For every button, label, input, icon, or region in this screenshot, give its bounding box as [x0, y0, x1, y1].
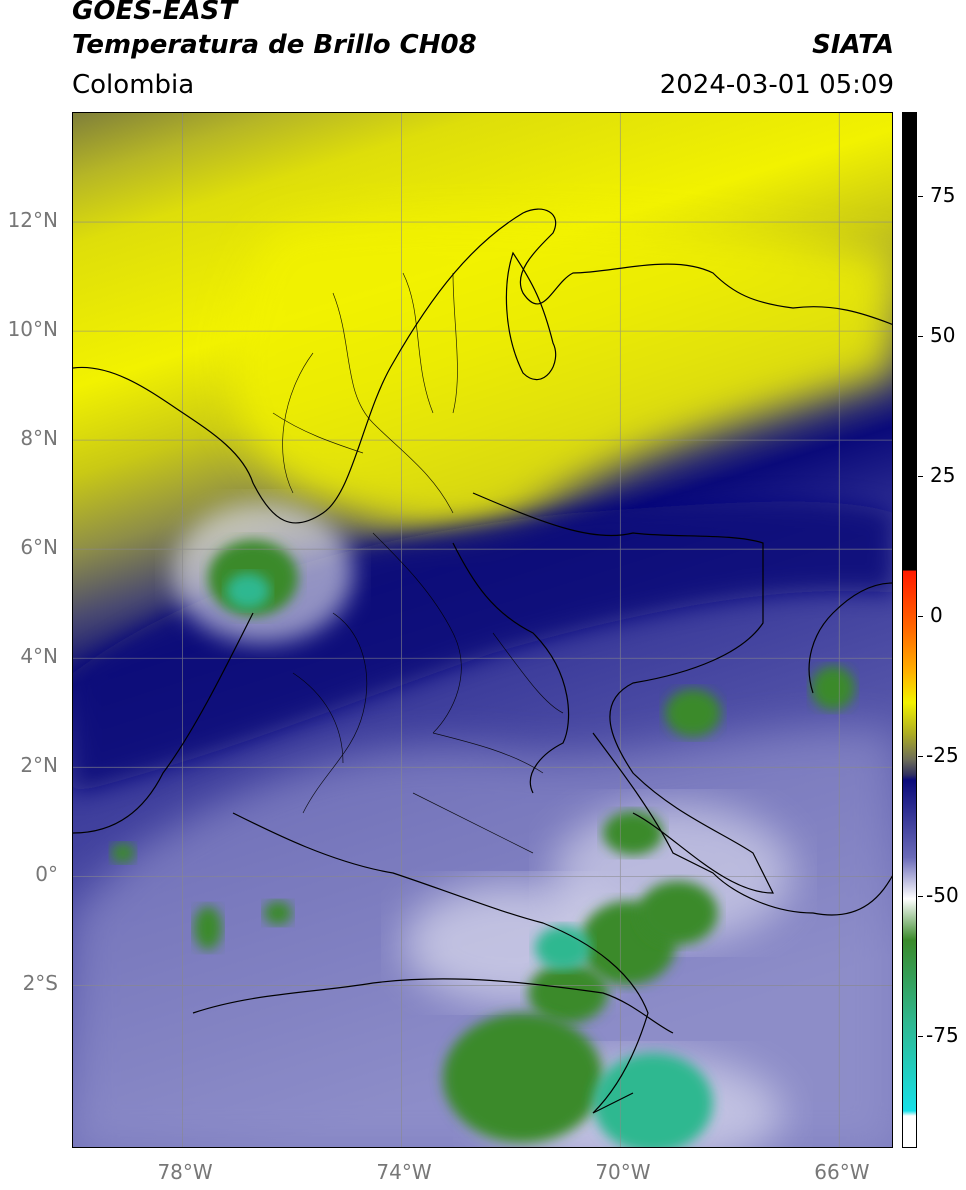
lat-tick-label: 10°N: [7, 317, 58, 342]
colorbar-canvas: [903, 113, 916, 1147]
title-line2: Temperatura de Brillo CH08: [72, 30, 477, 60]
lon-tick-label: 74°W: [376, 1160, 432, 1184]
warm-band: [229, 215, 892, 536]
colorbar: [902, 112, 917, 1148]
colorbar-tick-label: 0: [930, 603, 943, 627]
lon-tick-label: 66°W: [814, 1160, 870, 1184]
colorbar-tick-label: 50: [930, 323, 956, 347]
lon-tick-label: 70°W: [595, 1160, 651, 1184]
colorbar-tick-label: 25: [930, 463, 956, 487]
satellite-map: [72, 112, 893, 1148]
lat-tick-label: 12°N: [7, 208, 58, 233]
state-borders: [272, 272, 564, 854]
lat-tick-label: 8°N: [20, 426, 58, 451]
country-borders: [73, 208, 892, 1114]
source-label: SIATA: [812, 30, 894, 60]
lat-tick-label: 0°: [35, 862, 58, 887]
lat-tick-label: 6°N: [20, 535, 58, 560]
colorbar-tick-mark: [918, 616, 923, 617]
colorbar-tick-mark: [918, 476, 923, 477]
colorbar-tick-mark: [918, 756, 923, 757]
lat-tick-label: 2°S: [22, 971, 58, 996]
colorbar-tick-mark: [918, 1036, 923, 1037]
colorbar-tick-mark: [918, 896, 923, 897]
colorbar-tick-mark: [918, 336, 923, 337]
colorbar-tick-mark: [918, 196, 923, 197]
convective-cells: [111, 540, 855, 1147]
colorbar-tick-label: -25: [926, 743, 959, 767]
lat-tick-label: 2°N: [20, 753, 58, 778]
colorbar-tick-label: -50: [926, 883, 959, 907]
region-label: Colombia: [72, 70, 195, 100]
colorbar-tick-label: -75: [926, 1023, 959, 1047]
datetime-label: 2024-03-01 05:09: [659, 70, 894, 100]
map-grid: [73, 113, 892, 1147]
lat-tick-label: 4°N: [20, 644, 58, 669]
lon-tick-label: 78°W: [157, 1160, 213, 1184]
colorbar-tick-label: 75: [930, 183, 956, 207]
map-canvas: [73, 113, 892, 1147]
title-line1: GOES-EAST: [72, 0, 238, 26]
